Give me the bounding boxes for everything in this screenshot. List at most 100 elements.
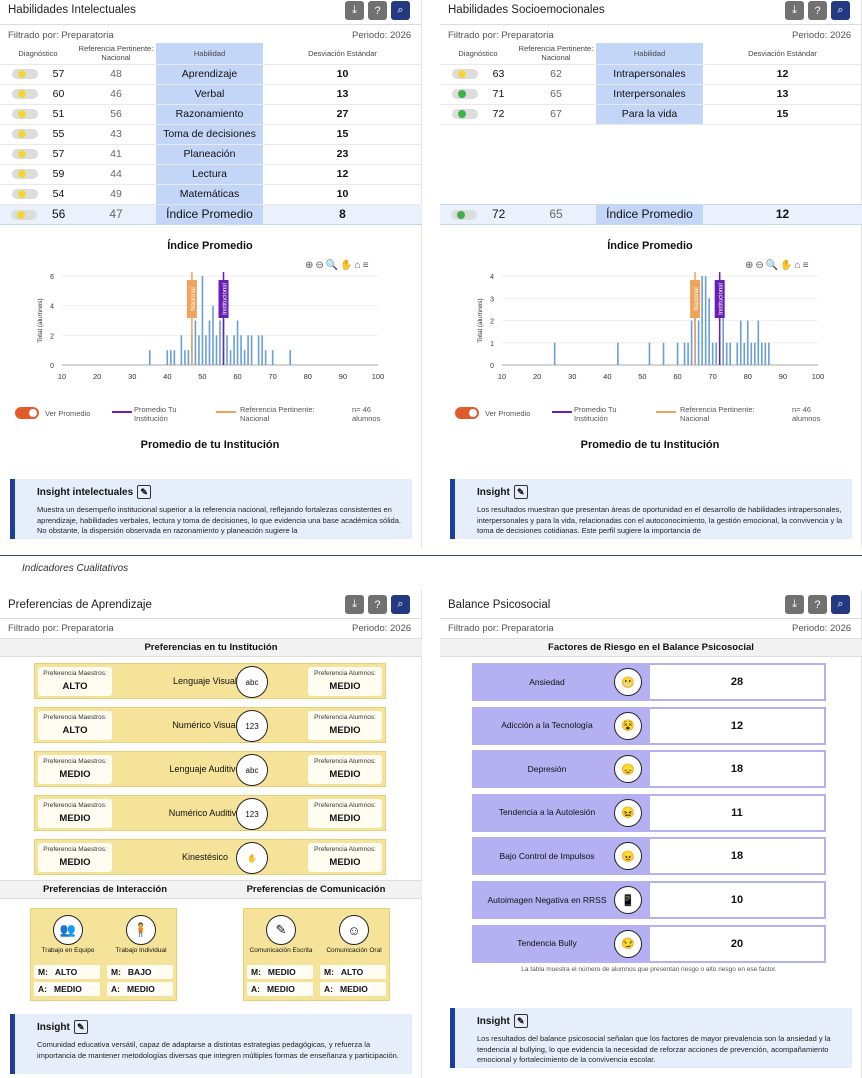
status-switch	[451, 69, 478, 80]
intel-histogram: 0 2 4 6 10 20 30 40 50 60 70 80 90 100 Total (alumnos)…	[37, 272, 385, 381]
histogram-bar	[729, 342, 732, 365]
histogram-bar	[180, 335, 183, 365]
communication-box: ✎ Comunicación Escrita M: MEDIO A: MEDIO ☺ Comu…	[243, 908, 390, 1001]
zoom-button[interactable]: ⌕	[831, 1, 850, 20]
ref-cell: 48	[76, 64, 156, 85]
panel-title: Habilidades Socioemocionales	[448, 4, 605, 16]
insight-text: Los resultados muestran que presentan ár…	[477, 505, 843, 535]
panel-title: Balance Psicosocial	[448, 599, 551, 611]
histogram-bar	[739, 320, 742, 365]
m-key: M:	[251, 967, 261, 977]
download-button[interactable]: ⤓	[345, 1, 364, 20]
diag-cell: 72	[440, 203, 516, 225]
dev-cell: 13	[263, 84, 422, 105]
socio-histogram: 0 1 2 3 4 10 20 30 40 50 60 70 80 90 100 Total (alumnos…	[477, 272, 824, 381]
preference-row: Preferencia Maestros: MEDIO Numérico Audi…	[34, 795, 386, 831]
status-switch	[11, 109, 38, 120]
download-button[interactable]: ⤓	[785, 1, 804, 20]
col-diag: Diagnóstico	[440, 43, 516, 65]
zoom-button[interactable]: ⌕	[391, 1, 410, 20]
risk-label: Tendencia a la Autolesión	[498, 807, 596, 818]
histogram-bar	[676, 342, 679, 365]
a-value: MEDIO	[50, 984, 85, 994]
legend-toggle: Ver Promedio	[45, 409, 91, 418]
edit-icon[interactable]: ✎	[513, 1014, 528, 1028]
face-icon: 😖	[614, 798, 642, 827]
m-key: M:	[38, 967, 48, 977]
chart-toolbar[interactable]: ⊕⊖🔍✋⌂≡	[305, 260, 371, 271]
zoom-button[interactable]: ⌕	[831, 595, 850, 614]
ver-promedio-toggle[interactable]	[455, 407, 479, 419]
teacher-pref-value: ALTO	[62, 725, 88, 736]
risk-row: Depresión 😞 18	[472, 750, 826, 789]
chart-toolbar[interactable]: ⊕⊖🔍✋⌂≡	[745, 260, 811, 271]
section-title: Indicadores Cualitativos	[22, 563, 129, 574]
risk-value: 20	[730, 937, 744, 950]
histogram-bar	[289, 350, 292, 365]
panel-tools: ⤓ ? ⌕	[345, 1, 410, 20]
edit-icon[interactable]: ✎	[137, 485, 152, 499]
ver-promedio-toggle[interactable]	[15, 407, 39, 419]
x-tick-label: 90	[779, 372, 787, 381]
help-button[interactable]: ?	[808, 595, 827, 614]
status-switch	[11, 129, 38, 140]
download-button[interactable]: ⤓	[345, 595, 364, 614]
insight-text: Comunidad educativa versátil, capaz de a…	[37, 1040, 399, 1060]
x-tick-label: 100	[372, 372, 385, 381]
student-pref: Preferencia Alumnos: MEDIO	[308, 711, 382, 740]
insight-box: Insight ✎ Los resultados muestran que pre…	[450, 479, 852, 539]
interaction-box: 👥 Trabajo en Equipo M: ALTO A: MEDIO 🧍 Trabajo …	[30, 908, 177, 1001]
histogram-bar	[757, 320, 760, 365]
y-tick-label: 2	[490, 319, 494, 326]
risk-row: Autoimagen Negativa en RRSS 📱 10	[472, 881, 826, 919]
x-tick-label: 90	[339, 372, 347, 381]
risk-label-cell: Depresión 😞	[474, 752, 650, 787]
teacher-pref-label: Preferencia Maestros:	[43, 670, 107, 677]
histogram-bar	[708, 298, 710, 365]
table-row: 59 44 Lectura 12	[0, 164, 422, 185]
zoom-button[interactable]: ⌕	[391, 595, 410, 614]
dev-cell: 12	[703, 203, 862, 225]
period-label: Periodo: 2026	[792, 623, 852, 634]
download-button[interactable]: ⤓	[785, 595, 804, 614]
risk-value: 18	[730, 763, 744, 776]
histogram-bar	[683, 342, 686, 365]
hab-cell: Aprendizaje	[156, 64, 263, 85]
teacher-value-row: M: ALTO	[34, 965, 100, 979]
interaction-header: Preferencias de Interacción	[0, 880, 210, 899]
eye-icon: abc	[236, 754, 268, 786]
face-icon: 📱	[614, 886, 642, 914]
histogram-bar	[761, 342, 763, 365]
face-icon: 😠	[614, 842, 642, 871]
col-ref: Referencia Pertinente: Nacional	[76, 43, 156, 65]
ref-cell: 46	[76, 84, 156, 105]
preference-label: Lenguaje Auditivo	[169, 764, 241, 774]
y-tick-label: 6	[50, 274, 54, 281]
histogram-bar	[264, 350, 267, 365]
histogram-bar	[250, 335, 253, 365]
hab-cell: Intrapersonales	[596, 64, 703, 85]
communication-icon: ✎	[266, 915, 296, 945]
edit-icon[interactable]: ✎	[513, 485, 528, 499]
interaction-name: Trabajo Individual	[115, 947, 167, 954]
help-button[interactable]: ?	[808, 1, 827, 20]
edit-icon[interactable]: ✎	[73, 1020, 88, 1034]
help-button[interactable]: ?	[368, 1, 387, 20]
diag-cell: 54	[0, 184, 76, 205]
teacher-pref: Preferencia Maestros: ALTO	[38, 711, 112, 740]
communication-name: Comunicación Oral	[326, 947, 382, 954]
histogram-bar	[208, 320, 211, 365]
histogram-bar	[215, 335, 218, 365]
status-switch	[450, 209, 477, 220]
histogram-bar	[229, 350, 232, 365]
y-axis-label: Total (alumnos)	[477, 298, 484, 342]
histogram-bar	[233, 335, 235, 365]
teacher-value-row: M: MEDIO	[247, 965, 313, 979]
a-key: A:	[38, 984, 47, 994]
chart-title: Índice Promedio	[167, 240, 253, 252]
teacher-pref-value: ALTO	[62, 681, 88, 692]
marker-label: Nacional	[191, 287, 197, 310]
histogram-bar	[697, 320, 700, 365]
hab-cell: Matemáticas	[156, 184, 263, 205]
help-button[interactable]: ?	[368, 595, 387, 614]
